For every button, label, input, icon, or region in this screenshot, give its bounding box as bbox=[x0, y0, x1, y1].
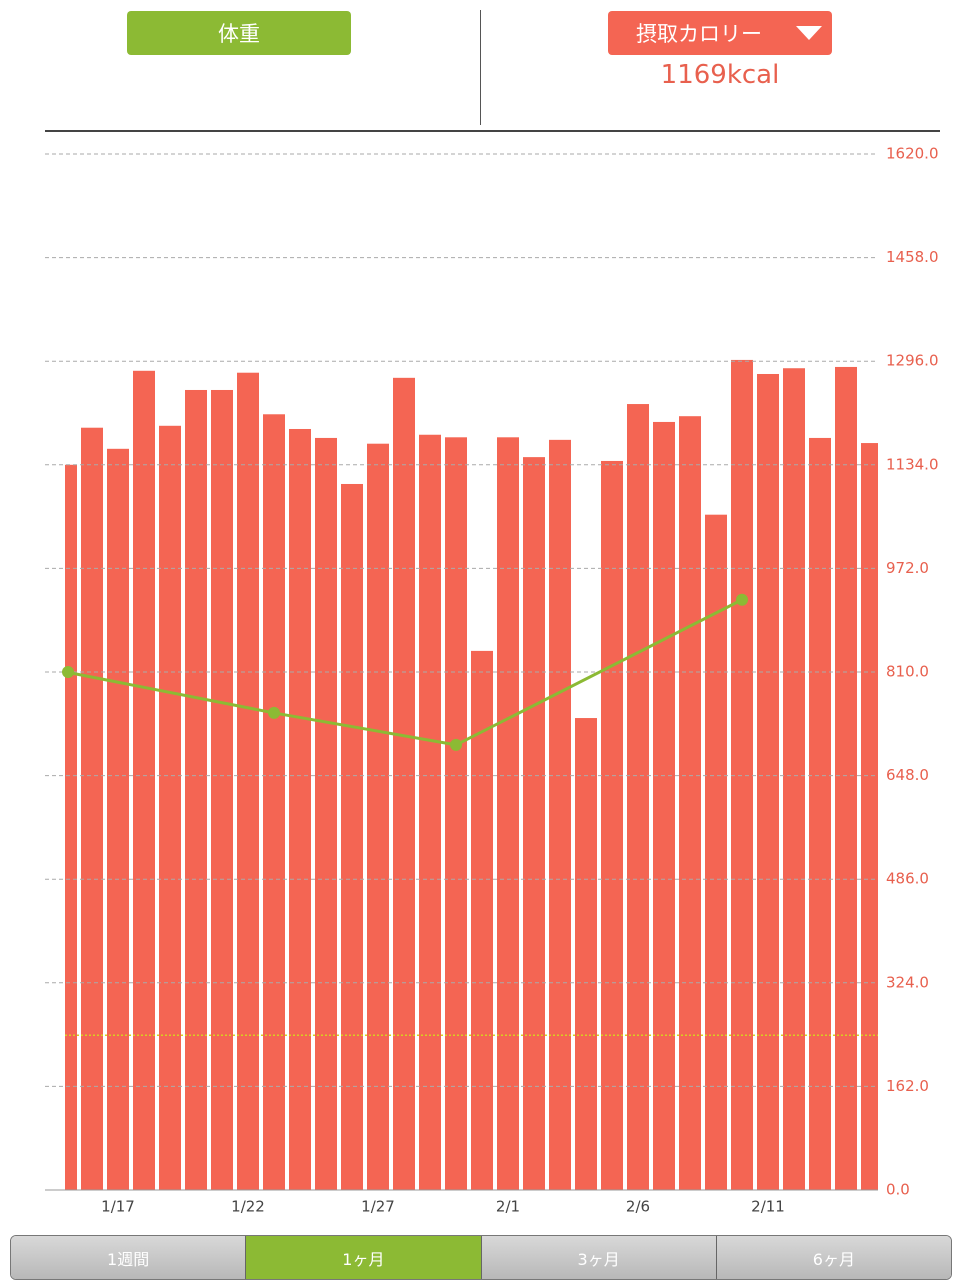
bar bbox=[419, 434, 441, 1191]
bar bbox=[497, 437, 519, 1190]
divider bbox=[480, 10, 481, 125]
x-tick-label: 1/22 bbox=[231, 1198, 265, 1216]
y-tick-label: 648.0 bbox=[886, 766, 929, 784]
period-tab[interactable]: 1週間 bbox=[11, 1236, 246, 1279]
period-tab[interactable]: 6ヶ月 bbox=[715, 1236, 951, 1279]
weight-point bbox=[62, 666, 74, 678]
bar bbox=[471, 650, 493, 1190]
period-tab[interactable]: 1ヶ月 bbox=[245, 1236, 481, 1279]
bar bbox=[575, 718, 597, 1190]
bar bbox=[549, 439, 571, 1190]
calorie-dropdown[interactable]: 摂取カロリー bbox=[608, 11, 832, 55]
dropdown-label: 摂取カロリー bbox=[636, 22, 762, 46]
bar bbox=[627, 404, 649, 1191]
bar bbox=[445, 437, 467, 1190]
bar bbox=[81, 427, 103, 1191]
bar bbox=[731, 359, 753, 1190]
bar bbox=[679, 416, 701, 1191]
bar bbox=[367, 443, 389, 1190]
period-tab[interactable]: 3ヶ月 bbox=[480, 1236, 716, 1279]
x-tick-label: 1/27 bbox=[361, 1198, 395, 1216]
y-tick-label: 810.0 bbox=[886, 663, 929, 681]
bar bbox=[809, 437, 831, 1190]
dropdown-arrow bbox=[796, 26, 822, 40]
y-tick-label: 486.0 bbox=[886, 870, 929, 888]
bar bbox=[185, 389, 207, 1190]
weight-line bbox=[273, 711, 457, 747]
y-tick-label: 1134.0 bbox=[886, 455, 939, 473]
bar bbox=[341, 483, 363, 1190]
weight-line bbox=[65, 670, 275, 715]
bar bbox=[601, 460, 623, 1190]
bar bbox=[133, 370, 155, 1190]
weight-point bbox=[450, 738, 462, 751]
bar bbox=[107, 448, 129, 1190]
separator bbox=[45, 130, 940, 132]
bar bbox=[783, 368, 805, 1190]
weight-line bbox=[455, 598, 743, 747]
calorie-value: 1169kcal bbox=[660, 60, 780, 90]
y-tick-label: 324.0 bbox=[886, 973, 929, 991]
x-tick-label: 2/1 bbox=[496, 1198, 520, 1216]
y-tick-label: 0.0 bbox=[886, 1181, 910, 1199]
bar bbox=[861, 443, 878, 1191]
y-tick-label: 972.0 bbox=[886, 559, 929, 577]
bar bbox=[159, 425, 181, 1190]
bar bbox=[523, 457, 545, 1190]
bar bbox=[393, 377, 415, 1190]
chart: 0.0 162.0 324.0 486.0 648.0 810.0 972.0 1134.0 1… bbox=[45, 145, 939, 1216]
weight-point bbox=[268, 706, 280, 719]
weight-button[interactable]: 体重 bbox=[127, 11, 351, 55]
bar bbox=[835, 366, 857, 1190]
weight-point bbox=[736, 593, 748, 606]
bar bbox=[289, 428, 311, 1190]
y-tick-label: 162.0 bbox=[886, 1077, 929, 1095]
x-tick-label: 2/11 bbox=[751, 1198, 785, 1216]
y-tick-label: 1296.0 bbox=[886, 352, 939, 370]
bar bbox=[653, 421, 675, 1190]
bar bbox=[705, 514, 727, 1190]
bar bbox=[315, 437, 337, 1190]
y-tick-label: 1620.0 bbox=[886, 145, 939, 163]
bar bbox=[211, 389, 233, 1190]
bar bbox=[65, 464, 77, 1190]
period-tabs: 1週間 1ヶ月 3ヶ月 6ヶ月 bbox=[10, 1235, 952, 1280]
x-tick-label: 1/17 bbox=[101, 1198, 135, 1216]
bar bbox=[757, 373, 779, 1190]
y-tick-label: 1458.0 bbox=[886, 248, 939, 266]
bar bbox=[237, 372, 259, 1190]
bar bbox=[263, 414, 285, 1190]
x-tick-label: 2/6 bbox=[626, 1198, 650, 1216]
